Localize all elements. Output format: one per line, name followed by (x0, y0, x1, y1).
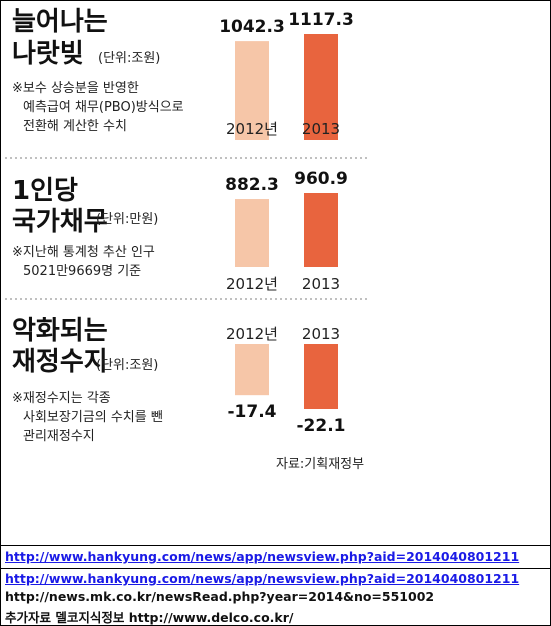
value-label: 882.3 (225, 175, 279, 195)
value-label: 1042.3 (219, 17, 285, 37)
bar-2013 (304, 344, 338, 409)
category-label: 2012년 (226, 120, 278, 138)
source-label: 자료:기획재정부 (276, 457, 364, 472)
footnote-line: 전환해 계산한 수치 (23, 119, 127, 134)
unit-label: (단위:조원) (96, 358, 158, 373)
bar-2012 (235, 41, 269, 140)
panel-title: 악화되는 (12, 316, 108, 346)
link-mk: http://news.mk.co.kr/newsRead.php?year=2… (5, 589, 435, 604)
panel-title: 국가채무 (12, 207, 108, 237)
panel-title: 재정수지 (12, 347, 108, 377)
category-label: 2012년 (226, 325, 278, 343)
category-label: 2013 (302, 120, 340, 138)
footnote-line: 관리재정수지 (23, 429, 95, 444)
footnote-line: 예측급여 채무(PBO)방식으로 (23, 100, 184, 115)
category-label: 2013 (302, 275, 340, 293)
separator-line (0, 568, 551, 569)
category-label: 2013 (302, 325, 340, 343)
separator-line (0, 545, 551, 546)
panel-title: 1인당 (12, 176, 78, 206)
value-label: 960.9 (294, 169, 348, 189)
panel-title: 나랏빚 (12, 39, 84, 69)
link-hankyung[interactable]: http://www.hankyung.com/news/app/newsvie… (5, 549, 520, 564)
footnote-line: ※보수 상승분을 반영한 (12, 81, 139, 96)
footnote-line: ※재정수지는 각종 (12, 391, 111, 406)
bar-2012 (235, 344, 269, 396)
value-label: -22.1 (297, 416, 346, 436)
bar-2013 (304, 193, 338, 267)
category-label: 2012년 (226, 275, 278, 293)
extra-source-note: 추가자료 델코지식정보 http://www.delco.co.kr/ (5, 610, 294, 625)
unit-label: (단위:만원) (96, 212, 158, 227)
value-label: 1117.3 (288, 10, 354, 30)
value-label: -17.4 (228, 402, 277, 422)
bar-2012 (235, 199, 269, 267)
unit-label: (단위:조원) (98, 51, 160, 66)
footnote-line: ※지난해 통계청 추산 인구 (12, 245, 155, 260)
panel-title: 늘어나는 (12, 7, 108, 37)
footnote-line: 5021만9669명 기준 (23, 264, 141, 279)
link-hankyung-2[interactable]: http://www.hankyung.com/news/app/newsvie… (5, 571, 520, 586)
bar-2013 (304, 34, 338, 140)
footnote-line: 사회보장기금의 수치를 뺀 (23, 410, 163, 425)
